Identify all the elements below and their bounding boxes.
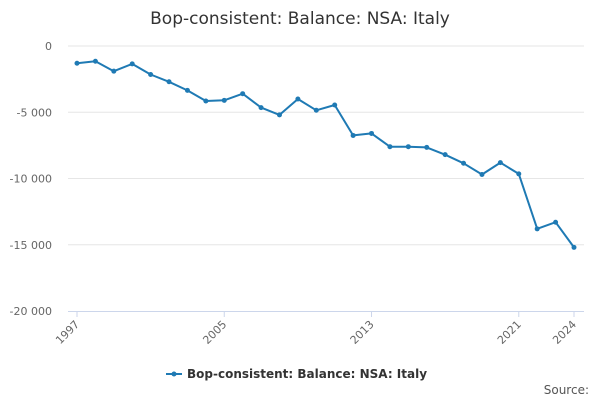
y-axis: 0 -5 000 -10 000 -15 000 -20 000 (10, 40, 52, 318)
data-point[interactable] (92, 58, 98, 64)
x-tick-label: 2005 (200, 318, 229, 347)
x-axis: 1997 2005 2013 2021 2024 (53, 311, 584, 347)
series-line[interactable] (76, 60, 575, 248)
source-label[interactable]: Source: (544, 383, 589, 397)
data-point[interactable] (571, 244, 577, 250)
data-point[interactable] (369, 130, 375, 136)
y-tick-label: -5 000 (17, 106, 52, 119)
data-point[interactable] (534, 226, 540, 232)
x-tick-label: 2013 (348, 318, 377, 347)
y-tick-label: -20 000 (10, 305, 52, 318)
data-point[interactable] (184, 87, 190, 93)
chart-title: Bop-consistent: Balance: NSA: Italy (150, 9, 450, 29)
x-tick-label: 2024 (550, 318, 579, 347)
data-point[interactable] (313, 107, 319, 113)
legend-label: Bop-consistent: Balance: NSA: Italy (187, 367, 427, 381)
data-point[interactable] (258, 105, 264, 111)
data-point[interactable] (332, 102, 338, 108)
y-tick-label: -10 000 (10, 173, 52, 186)
legend[interactable]: Bop-consistent: Balance: NSA: Italy (166, 367, 427, 381)
y-tick-label: 0 (45, 40, 52, 53)
data-point[interactable] (111, 68, 117, 74)
data-point[interactable] (516, 171, 522, 177)
data-point[interactable] (405, 144, 411, 150)
data-point[interactable] (295, 96, 301, 102)
data-point[interactable] (276, 112, 282, 118)
data-point[interactable] (129, 61, 135, 67)
data-point[interactable] (203, 98, 209, 104)
data-point[interactable] (350, 132, 356, 138)
x-tick-label: 1997 (53, 318, 82, 347)
x-tick-label: 2021 (495, 318, 524, 347)
data-point[interactable] (148, 71, 154, 77)
data-point[interactable] (221, 97, 227, 103)
data-point[interactable] (442, 152, 448, 158)
data-point[interactable] (387, 144, 393, 150)
data-point[interactable] (240, 91, 246, 97)
grid-lines (68, 45, 584, 246)
data-point[interactable] (479, 172, 485, 178)
data-point[interactable] (553, 219, 559, 225)
data-point[interactable] (461, 160, 467, 166)
data-point[interactable] (166, 79, 172, 85)
legend-point-marker (171, 371, 177, 377)
series-layer (74, 58, 577, 250)
y-tick-label: -15 000 (10, 239, 52, 252)
data-point[interactable] (424, 144, 430, 150)
data-point[interactable] (74, 60, 80, 66)
data-point[interactable] (497, 160, 503, 166)
